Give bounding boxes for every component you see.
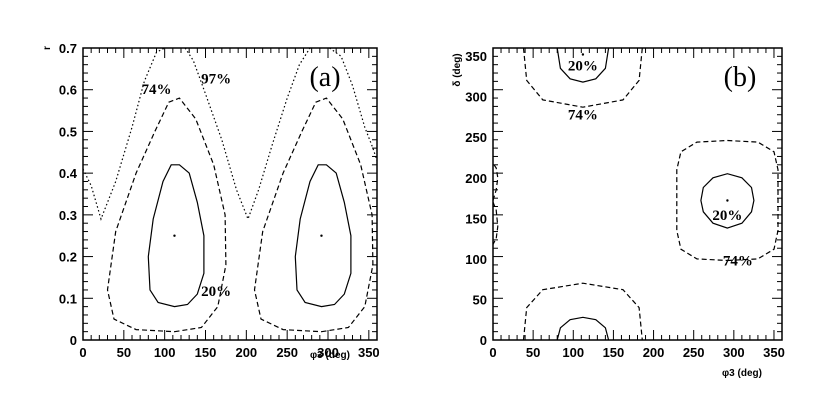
x-tick-label: 100 — [562, 345, 584, 360]
y-tick-label: 0.5 — [59, 124, 77, 139]
x-tick-label: 0 — [489, 345, 496, 360]
y-tick-label: 200 — [465, 171, 487, 186]
x-tick-label: 0 — [79, 345, 86, 360]
contour-dashed-loop — [106, 97, 227, 333]
x-tick-label: 300 — [723, 345, 745, 360]
y-tick-label: 350 — [465, 49, 487, 64]
x-tick-label: 50 — [117, 345, 131, 360]
contour-level-label: 20% — [712, 208, 742, 224]
x-tick-label: 150 — [195, 345, 217, 360]
y-tick-label: 0.6 — [59, 83, 77, 98]
panel-label: (b) — [724, 62, 757, 93]
contour-dashed-loop — [253, 97, 374, 333]
contour-dashed-loop — [676, 139, 779, 262]
y-tick-label: 0.4 — [59, 166, 78, 181]
panel-a: 0 50 100 150 200 250 300 350 0 0.1 0.2 0.3 0.4 0.5 0.6… — [42, 41, 380, 361]
y-tick-label: 0.7 — [59, 41, 77, 56]
contour-dashed-line — [492, 201, 499, 245]
y-tick-label: 0 — [70, 333, 77, 348]
y-tick-label: 0.3 — [59, 208, 77, 223]
best-fit-point — [726, 199, 729, 202]
y-tick-label: 250 — [465, 130, 487, 145]
y-tick-label: 0.1 — [59, 291, 77, 306]
y-tick-label: 0 — [480, 333, 487, 348]
contour-level-label: 20% — [201, 284, 231, 300]
contour-solid-loop — [294, 164, 352, 308]
contour-dashed-line — [522, 282, 643, 341]
y-tick-label: 100 — [465, 252, 487, 267]
contour-dashed-line — [522, 47, 643, 108]
y-axis-label: δ (deg) — [452, 53, 463, 86]
panel-b: 0 50 100 150 200 250 300 350 0 50 100 150 200 250 300 3… — [452, 47, 785, 379]
contour-dotted-line — [82, 47, 165, 221]
contour-solid-loop — [700, 173, 755, 229]
best-fit-point — [320, 234, 323, 237]
x-axis-label: φ3 (deg) — [310, 350, 350, 361]
y-axis-label: r — [42, 46, 53, 50]
y-tick-label: 0.2 — [59, 250, 77, 265]
x-tick-label: 350 — [763, 345, 785, 360]
contour-level-label: 97% — [201, 71, 231, 87]
panel-label: (a) — [309, 62, 340, 93]
contour-level-label: 74% — [723, 253, 753, 269]
contour-level-label: 20% — [568, 59, 598, 75]
x-tick-label: 200 — [643, 345, 665, 360]
contour-solid-loop — [147, 164, 205, 308]
contour-solid-line — [556, 316, 610, 341]
contour-dashed-line — [492, 162, 499, 201]
x-tick-label: 250 — [276, 345, 298, 360]
y-tick-label: 300 — [465, 90, 487, 105]
x-tick-label: 200 — [235, 345, 257, 360]
x-tick-label: 350 — [358, 345, 380, 360]
x-tick-label: 250 — [683, 345, 705, 360]
x-tick-label: 300 — [317, 345, 339, 360]
contour-level-label: 74% — [142, 82, 172, 98]
y-tick-label: 150 — [465, 211, 487, 226]
contour-solid-line — [556, 47, 610, 83]
x-axis-label: φ3 (deg) — [722, 368, 762, 379]
best-fit-point — [581, 53, 585, 56]
x-tick-label: 150 — [603, 345, 625, 360]
contour-level-label: 74% — [568, 107, 598, 123]
x-tick-label: 50 — [526, 345, 540, 360]
best-fit-point — [173, 234, 176, 237]
x-tick-label: 100 — [154, 345, 176, 360]
y-tick-label: 50 — [473, 292, 487, 307]
